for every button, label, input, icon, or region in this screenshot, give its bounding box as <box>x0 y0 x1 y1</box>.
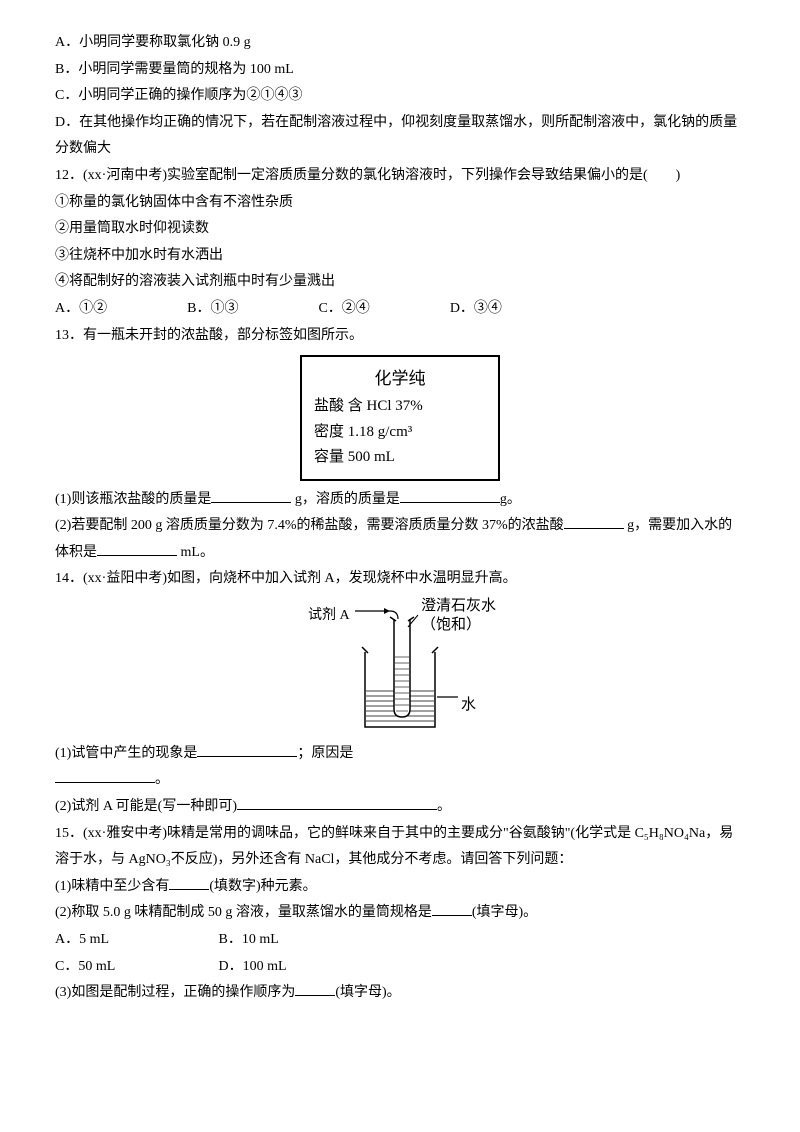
q15-p2b: (填字母)。 <box>472 905 537 920</box>
q14-p1a: (1)试管中产生的现象是 <box>55 746 197 761</box>
q13-p1: (1)则该瓶浓盐酸的质量是 g，溶质的质量是 g。 <box>55 487 745 514</box>
q13-blank-2[interactable] <box>400 487 500 503</box>
q15-opt-a: A．5 mL <box>55 927 215 954</box>
q13-p1a: (1)则该瓶浓盐酸的质量是 <box>55 492 211 507</box>
q13-box-line2: 密度 1.18 g/cm³ <box>314 420 486 446</box>
q15-blank-2[interactable] <box>432 900 472 916</box>
q12-sub3: ③往烧杯中加水时有水洒出 <box>55 243 745 270</box>
q14-p1: (1)试管中产生的现象是 ；原因是 。 <box>55 741 745 794</box>
q15-options-2: C．50 mL D．100 mL <box>55 954 745 981</box>
q13-box-line3: 容量 500 mL <box>314 445 486 471</box>
q12-sub2: ②用量筒取水时仰视读数 <box>55 216 745 243</box>
q15-p3: (3)如图是配制过程，正确的操作顺序为 (填字母)。 <box>55 980 745 1007</box>
q13-box-title: 化学纯 <box>314 365 486 394</box>
q13-p1b: g，溶质的质量是 <box>291 492 400 507</box>
q14-blank-1[interactable] <box>197 741 297 757</box>
q14-p1b: ；原因是 <box>297 746 353 761</box>
q15-blank-3[interactable] <box>295 980 335 996</box>
q11-option-c: C．小明同学正确的操作顺序为②①④③ <box>55 83 745 110</box>
q12-opt-b: B．①③ <box>187 296 238 323</box>
water-label: 水 <box>461 691 476 720</box>
q15-options: A．5 mL B．10 mL <box>55 927 745 954</box>
q12-sub1: ①称量的氯化钠固体中含有不溶性杂质 <box>55 190 745 217</box>
q12-opt-a: A．①② <box>55 296 107 323</box>
q13-blank-3[interactable] <box>564 513 624 529</box>
q15-p1: (1)味精中至少含有 (填数字)种元素。 <box>55 874 745 901</box>
q14-figure: 试剂 A 澄清石灰水 （饱和） 水 <box>55 597 745 737</box>
lime-text-1: 澄清石灰水 <box>421 598 496 614</box>
q15-p1a: (1)味精中至少含有 <box>55 879 169 894</box>
q15-opt-c: C．50 mL <box>55 954 215 981</box>
q13-box-line1: 盐酸 含 HCl 37% <box>314 394 486 420</box>
q14-blank-2[interactable] <box>55 767 155 783</box>
q12-stem: 12．(xx·河南中考)实验室配制一定溶质质量分数的氯化钠溶液时，下列操作会导致… <box>55 163 745 190</box>
q13-p1c: g。 <box>500 492 521 507</box>
q13-p2c: mL。 <box>177 545 214 560</box>
q14-p2b: 。 <box>437 799 451 814</box>
q15-p3b: (填字母)。 <box>335 985 400 1000</box>
q12-options: A．①② B．①③ C．②④ D．③④ <box>55 296 745 323</box>
q13-blank-1[interactable] <box>211 487 291 503</box>
q15-p2: (2)称取 5.0 g 味精配制成 50 g 溶液，量取蒸馏水的量筒规格是 (填字… <box>55 900 745 927</box>
q15-p2a: (2)称取 5.0 g 味精配制成 50 g 溶液，量取蒸馏水的量筒规格是 <box>55 905 432 920</box>
q11-option-b: B．小明同学需要量筒的规格为 100 mL <box>55 57 745 84</box>
q13-p2: (2)若要配制 200 g 溶质质量分数为 7.4%的稀盐酸，需要溶质质量分数 … <box>55 513 745 566</box>
q15-p3a: (3)如图是配制过程，正确的操作顺序为 <box>55 985 295 1000</box>
q12-sub4: ④将配制好的溶液装入试剂瓶中时有少量溅出 <box>55 269 745 296</box>
reagent-a-label: 试剂 A <box>308 603 350 630</box>
q15-stem: 15．(xx·雅安中考)味精是常用的调味品，它的鲜味来自于其中的主要成分"谷氨酸… <box>55 821 745 874</box>
q14-blank-3[interactable] <box>237 794 437 810</box>
q13-blank-4[interactable] <box>97 540 177 556</box>
q14-stem: 14．(xx·益阳中考)如图，向烧杯中加入试剂 A，发现烧杯中水温明显升高。 <box>55 566 745 593</box>
q12-opt-d: D．③④ <box>450 296 502 323</box>
q14-p1c: 。 <box>155 772 169 787</box>
q14-p2: (2)试剂 A 可能是(写一种即可) 。 <box>55 794 745 821</box>
lime-text-2: （饱和） <box>421 617 481 633</box>
q11-option-a: A．小明同学要称取氯化钠 0.9 g <box>55 30 745 57</box>
q15-blank-1[interactable] <box>169 874 209 890</box>
q13-p2a: (2)若要配制 200 g 溶质质量分数为 7.4%的稀盐酸，需要溶质质量分数 … <box>55 518 564 533</box>
q13-stem: 13．有一瓶未开封的浓盐酸，部分标签如图所示。 <box>55 323 745 350</box>
q13-label-box: 化学纯 盐酸 含 HCl 37% 密度 1.18 g/cm³ 容量 500 mL <box>300 355 500 480</box>
q15-opt-b: B．10 mL <box>219 927 379 954</box>
q11-option-d: D．在其他操作均正确的情况下，若在配制溶液过程中，仰视刻度量取蒸馏水，则所配制溶… <box>55 110 745 163</box>
limewater-label: 澄清石灰水 （饱和） <box>421 597 496 636</box>
q15-opt-d: D．100 mL <box>219 954 379 981</box>
q15-p1b: (填数字)种元素。 <box>209 879 316 894</box>
q14-p2a: (2)试剂 A 可能是(写一种即可) <box>55 799 237 814</box>
q12-opt-c: C．②④ <box>318 296 369 323</box>
